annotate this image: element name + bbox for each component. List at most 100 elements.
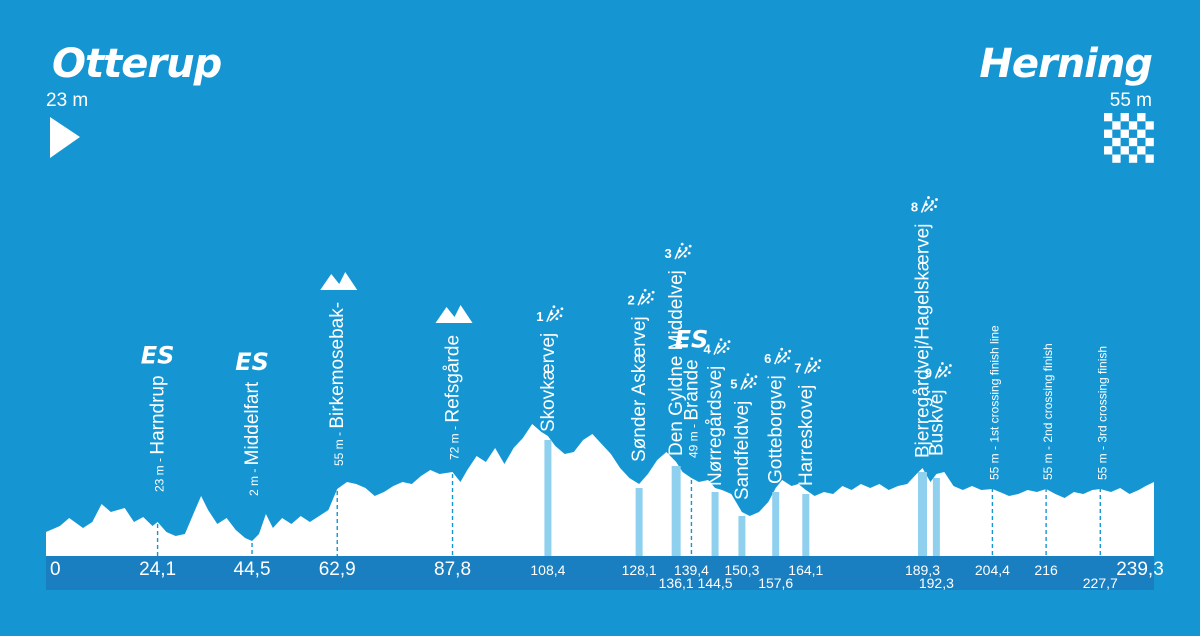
annotation-name: Gotteborgvej — [766, 375, 787, 484]
start-triangle-icon — [50, 117, 80, 158]
annotation-label: Skovkærvej — [538, 333, 559, 432]
annotation-name: Sønder Askærvej — [629, 316, 650, 462]
annotation-label: 49 m - Brande — [681, 359, 702, 458]
annotation-label: Gotteborgvej — [766, 375, 787, 484]
finish-city: Herning — [979, 41, 1153, 87]
x-tick-label: 44,5 — [234, 559, 271, 580]
flag-square — [1120, 146, 1129, 155]
start-city: Otterup — [52, 41, 222, 87]
annotation-altitude: 49 m - — [686, 421, 700, 458]
flag-square — [1104, 146, 1113, 155]
annotation-name: Birkemosebak- — [327, 302, 348, 429]
axis-band — [46, 556, 1154, 590]
sector-number: 1 — [536, 309, 543, 324]
checkered-flag-icon — [1104, 113, 1154, 163]
x-tick-label: 150,3 — [724, 562, 759, 578]
x-tick-label: 87,8 — [434, 559, 471, 580]
flag-square — [1145, 121, 1154, 130]
sector-icon — [804, 357, 822, 374]
flag-square — [1120, 129, 1129, 138]
annotation-label: Harreskovej — [796, 385, 817, 486]
annotation-name: Nørregårdsvej — [705, 366, 726, 486]
flag-square — [1104, 113, 1113, 122]
annotation-label: Sønder Askærvej — [629, 316, 650, 462]
annotation-label: Bjerregårdvej/Hagelskærvej — [912, 224, 933, 458]
annotation-name: Skovkærvej — [538, 333, 559, 432]
annotation-label: 55 m - 1st crossing finish line — [987, 325, 1001, 480]
flag-square — [1128, 154, 1138, 163]
sector-icon — [713, 338, 731, 355]
sector-icon — [546, 305, 564, 323]
annotation-label: 2 m - Middelfart — [242, 381, 263, 496]
x-tick-label: 227,7 — [1083, 575, 1118, 591]
annotation-label: Buskvej — [926, 389, 947, 456]
x-tick-label: 189,3 — [905, 562, 940, 578]
flag-square — [1145, 154, 1154, 163]
x-tick-label: 136,1 — [659, 575, 694, 591]
annotation-label: 55 m - Birkemosebak- — [327, 302, 348, 466]
annotation-name: Brande — [681, 359, 702, 420]
x-tick-label: 139,4 — [674, 562, 709, 578]
sector-number: 2 — [628, 292, 635, 307]
sector-number: 6 — [764, 351, 771, 366]
sector-icon — [773, 347, 792, 365]
annotation-name: Buskvej — [926, 389, 947, 456]
annotation-name: Sandfeldvej — [732, 401, 753, 500]
annotation-altitude: 23 m - — [153, 455, 167, 492]
annotation-altitude: 55 m - 2nd crossing finish — [1041, 343, 1055, 480]
flag-square — [1145, 137, 1154, 147]
sector-icon — [934, 362, 952, 379]
sector-number: 4 — [703, 342, 711, 357]
annotation-label: Den Gyldne Middelvej — [666, 270, 687, 456]
annotation-label: 55 m - 3rd crossing finish — [1095, 346, 1109, 480]
sector-number: 3 — [665, 246, 672, 261]
sector-marker — [772, 492, 780, 556]
x-tick-label: 239,3 — [1116, 559, 1164, 580]
es-sprint-icon: ES — [141, 341, 175, 369]
sector-marker — [917, 472, 927, 556]
sector-icon — [637, 288, 655, 306]
sector-icon — [740, 373, 758, 391]
annotation-label: Nørregårdsvej — [705, 366, 726, 486]
mountain-icon — [435, 304, 473, 323]
flag-square — [1137, 129, 1146, 138]
annotation-name: Harndrup — [148, 375, 169, 454]
flag-square — [1137, 146, 1146, 155]
x-tick-label: 0 — [50, 559, 61, 580]
sector-marker — [738, 516, 746, 556]
flag-square — [1128, 121, 1138, 130]
mountain-icon — [320, 271, 358, 290]
sector-marker — [544, 440, 552, 556]
sector-marker — [932, 478, 940, 556]
sector-number: 7 — [794, 361, 801, 376]
sector-number: 5 — [730, 377, 737, 392]
annotation-label: 55 m - 2nd crossing finish — [1041, 343, 1055, 480]
x-tick-label: 192,3 — [919, 575, 954, 591]
x-tick-label: 144,5 — [698, 575, 733, 591]
sector-marker — [671, 466, 681, 556]
annotation-name: Refsgårde — [443, 335, 464, 423]
flag-square — [1112, 121, 1121, 130]
flag-square — [1120, 113, 1129, 122]
annotation-altitude: 55 m - — [332, 429, 346, 466]
finish-altitude: 55 m — [1109, 90, 1152, 111]
es-sprint-icon: ES — [675, 325, 709, 353]
annotation-label: 72 m - Refsgårde — [443, 335, 464, 460]
sector-number: 9 — [925, 365, 932, 380]
sector-marker — [711, 492, 719, 556]
annotation-altitude: 72 m - — [448, 423, 462, 460]
profile-area — [46, 424, 1154, 556]
annotation-name: Middelfart — [242, 381, 263, 465]
flag-square — [1128, 137, 1138, 147]
annotation-altitude: 55 m - 3rd crossing finish — [1095, 346, 1109, 480]
sector-icon — [920, 196, 938, 213]
x-tick-label: 108,4 — [530, 562, 565, 578]
annotation-label: 23 m - Harndrup — [148, 375, 169, 492]
x-tick-label: 128,1 — [622, 562, 657, 578]
annotation-name: Den Gyldne Middelvej — [666, 270, 687, 456]
sector-number: 8 — [911, 200, 918, 215]
annotation-name: Bjerregårdvej/Hagelskærvej — [912, 224, 933, 458]
x-tick-label: 24,1 — [139, 559, 176, 580]
annotation-altitude: 2 m - — [247, 465, 261, 496]
